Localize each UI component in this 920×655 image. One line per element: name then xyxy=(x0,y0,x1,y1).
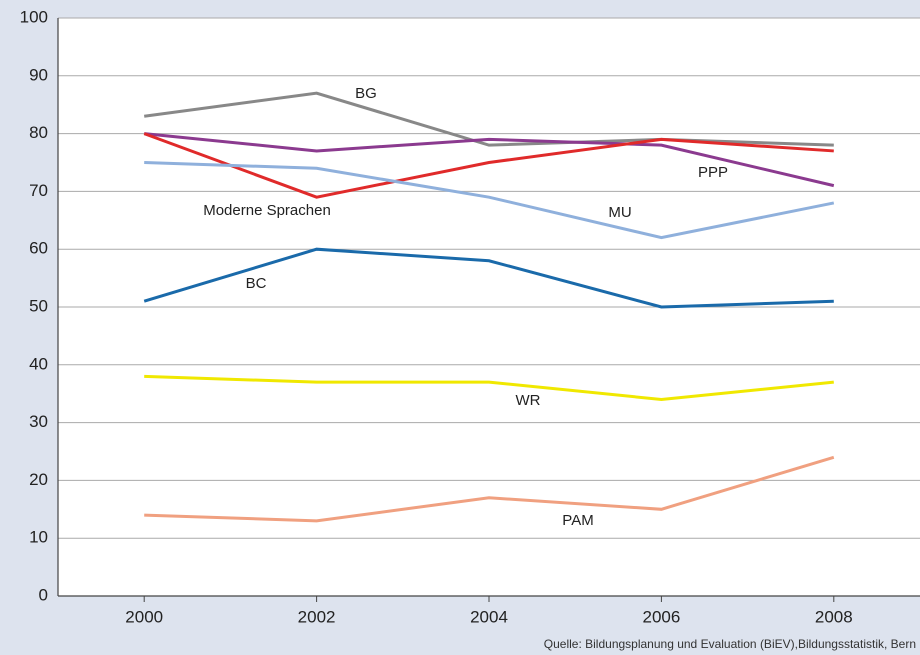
series-line xyxy=(143,132,834,199)
series-label: BG xyxy=(355,85,377,102)
y-tick-label: 40 xyxy=(29,354,48,373)
series-label: MU xyxy=(608,204,631,221)
y-tick-label: 80 xyxy=(29,123,48,142)
y-tick-label: 90 xyxy=(29,65,48,84)
y-tick-label: 10 xyxy=(29,528,48,547)
series-line xyxy=(144,161,835,240)
x-tick-label: 2004 xyxy=(470,607,508,626)
series-label: Moderne Sprachen xyxy=(203,202,331,219)
y-tick-label: 30 xyxy=(29,412,48,431)
series-label: BC xyxy=(246,275,267,292)
y-tick-label: 70 xyxy=(29,181,48,200)
x-tick-label: 2002 xyxy=(298,607,336,626)
series-line xyxy=(144,132,835,188)
series-label: WR xyxy=(516,392,541,409)
x-tick-label: 2006 xyxy=(642,607,680,626)
series-line xyxy=(144,374,834,401)
y-tick-label: 0 xyxy=(39,585,48,604)
series-line xyxy=(143,247,834,309)
series-line xyxy=(144,91,834,147)
y-tick-label: 100 xyxy=(20,7,48,26)
x-tick-label: 2008 xyxy=(815,607,853,626)
y-tick-label: 20 xyxy=(29,470,48,489)
y-tick-label: 50 xyxy=(29,296,48,315)
y-tick-label: 60 xyxy=(29,239,48,258)
series-line xyxy=(144,455,835,523)
series-label: PAM xyxy=(562,512,593,529)
source-note: Quelle: Bildungsplanung und Evaluation (… xyxy=(544,637,916,651)
series-label: PPP xyxy=(698,164,728,181)
x-tick-label: 2000 xyxy=(125,607,163,626)
